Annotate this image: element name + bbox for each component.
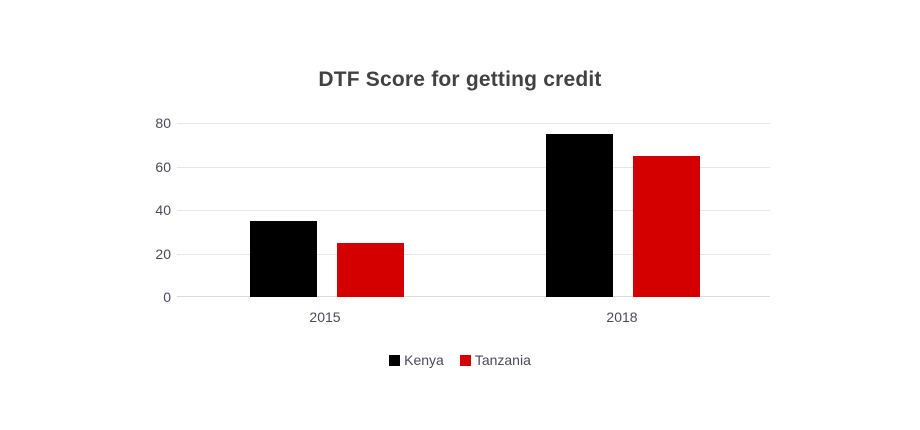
gridline-20	[177, 253, 770, 255]
bar-tanzania-2018[interactable]	[633, 155, 700, 297]
y-tick-label-80: 80	[155, 115, 171, 131]
bar-kenya-2015[interactable]	[250, 220, 317, 297]
legend-label-tanzania: Tanzania	[474, 352, 531, 368]
gridline-60	[177, 166, 770, 168]
gridline-80	[177, 123, 770, 124]
legend-item-kenya[interactable]: Kenya	[389, 352, 444, 368]
legend-label-kenya: Kenya	[404, 352, 444, 368]
x-axis-baseline	[177, 296, 770, 297]
y-tick-label-60: 60	[155, 158, 171, 175]
legend-swatch-icon-tanzania	[459, 354, 471, 366]
chart-legend: Kenya Tanzania	[0, 352, 920, 368]
bar-kenya-2018[interactable]	[546, 133, 613, 297]
y-axis: 80 60 40 20 0	[125, 115, 171, 305]
x-tick-label-2015: 2015	[309, 309, 341, 325]
y-tick-label-40: 40	[155, 202, 171, 218]
gridline-40	[177, 210, 770, 211]
x-tick-label-2018: 2018	[606, 309, 638, 325]
plot-area	[177, 123, 770, 297]
y-tick-label-20: 20	[155, 245, 171, 262]
bar-tanzania-2015[interactable]	[337, 242, 404, 297]
legend-item-tanzania[interactable]: Tanzania	[459, 352, 531, 368]
legend-swatch-icon-kenya	[389, 354, 401, 366]
chart-title: DTF Score for getting credit	[318, 68, 602, 91]
y-tick-label-0: 0	[163, 289, 171, 305]
